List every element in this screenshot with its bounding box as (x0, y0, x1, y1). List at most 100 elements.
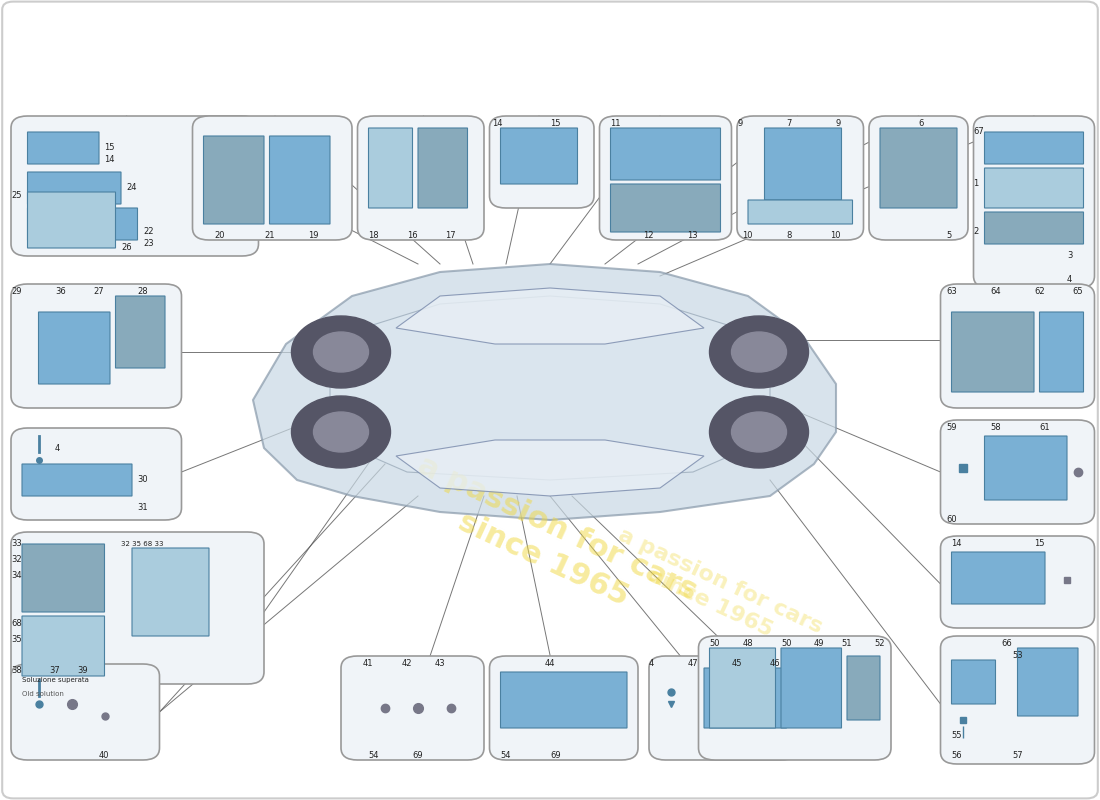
FancyBboxPatch shape (952, 552, 1045, 604)
Text: 51: 51 (842, 639, 852, 649)
FancyBboxPatch shape (28, 192, 115, 248)
Text: 69: 69 (550, 751, 561, 761)
Text: 5: 5 (946, 231, 952, 241)
Text: 65: 65 (1072, 287, 1084, 297)
FancyBboxPatch shape (341, 656, 484, 760)
FancyBboxPatch shape (984, 168, 1084, 208)
FancyBboxPatch shape (11, 664, 159, 760)
Circle shape (314, 332, 369, 372)
FancyBboxPatch shape (358, 116, 484, 240)
FancyBboxPatch shape (940, 636, 1094, 764)
Text: Soluzione superata: Soluzione superata (22, 677, 89, 683)
FancyBboxPatch shape (984, 132, 1084, 164)
Text: 22: 22 (143, 227, 154, 237)
Polygon shape (396, 288, 704, 344)
Text: 57: 57 (1012, 751, 1023, 761)
Text: 49: 49 (814, 639, 825, 649)
Text: 34: 34 (11, 571, 22, 581)
Text: 62: 62 (1034, 287, 1045, 297)
Text: 18: 18 (368, 231, 379, 241)
Text: 28: 28 (138, 287, 148, 297)
Text: 9: 9 (737, 119, 742, 129)
Text: 47: 47 (688, 659, 698, 669)
Text: 15: 15 (1034, 539, 1045, 549)
Text: 50: 50 (781, 639, 792, 649)
FancyBboxPatch shape (22, 464, 132, 496)
FancyBboxPatch shape (737, 116, 864, 240)
FancyBboxPatch shape (22, 616, 104, 676)
Polygon shape (330, 296, 770, 480)
Text: 69: 69 (412, 751, 424, 761)
Text: 29: 29 (11, 287, 22, 297)
Text: 24: 24 (126, 183, 138, 193)
Polygon shape (396, 440, 704, 496)
Text: 38: 38 (11, 666, 22, 675)
Text: 25: 25 (11, 191, 22, 201)
Circle shape (732, 412, 786, 452)
FancyBboxPatch shape (869, 116, 968, 240)
Text: 41: 41 (363, 659, 374, 669)
FancyBboxPatch shape (11, 284, 182, 408)
Text: 7: 7 (786, 119, 792, 129)
FancyBboxPatch shape (28, 172, 121, 204)
FancyBboxPatch shape (490, 656, 638, 760)
FancyBboxPatch shape (116, 296, 165, 368)
FancyBboxPatch shape (490, 116, 594, 208)
FancyBboxPatch shape (270, 136, 330, 224)
FancyBboxPatch shape (418, 128, 468, 208)
Text: 27: 27 (94, 287, 104, 297)
Text: 48: 48 (742, 639, 754, 649)
Text: 56: 56 (952, 751, 962, 761)
Circle shape (292, 316, 390, 388)
Text: a passion for cars
since 1965: a passion for cars since 1965 (398, 451, 702, 637)
FancyBboxPatch shape (952, 660, 996, 704)
Text: 52: 52 (874, 639, 886, 649)
FancyBboxPatch shape (974, 116, 1094, 288)
FancyBboxPatch shape (984, 436, 1067, 500)
Text: 17: 17 (446, 231, 456, 241)
Text: 15: 15 (550, 119, 561, 129)
FancyBboxPatch shape (28, 208, 138, 240)
FancyBboxPatch shape (847, 656, 880, 720)
FancyBboxPatch shape (748, 200, 852, 224)
Text: 2: 2 (974, 227, 979, 237)
Circle shape (710, 396, 808, 468)
FancyBboxPatch shape (704, 668, 786, 728)
Text: 10: 10 (830, 231, 842, 241)
Text: 60: 60 (946, 515, 957, 525)
FancyBboxPatch shape (880, 128, 957, 208)
FancyBboxPatch shape (710, 648, 776, 728)
Text: 35: 35 (11, 635, 22, 645)
FancyBboxPatch shape (600, 116, 732, 240)
Text: 44: 44 (544, 659, 556, 669)
Text: 1: 1 (974, 179, 979, 189)
FancyBboxPatch shape (940, 284, 1094, 408)
Text: 37: 37 (50, 666, 60, 675)
Text: 19: 19 (308, 231, 319, 241)
Text: 14: 14 (492, 119, 503, 129)
Text: 66: 66 (1001, 639, 1012, 649)
Text: 26: 26 (121, 243, 132, 253)
Text: 15: 15 (104, 143, 116, 153)
Text: 45: 45 (732, 659, 742, 669)
Text: 3: 3 (1067, 251, 1072, 261)
FancyBboxPatch shape (764, 128, 842, 200)
FancyBboxPatch shape (204, 136, 264, 224)
Text: 43: 43 (434, 659, 446, 669)
FancyBboxPatch shape (11, 116, 258, 256)
FancyBboxPatch shape (368, 128, 412, 208)
Text: 42: 42 (402, 659, 412, 669)
FancyBboxPatch shape (698, 636, 891, 760)
Circle shape (292, 396, 390, 468)
Text: 4: 4 (1067, 275, 1072, 285)
Text: 64: 64 (990, 287, 1001, 297)
FancyBboxPatch shape (11, 532, 264, 684)
Text: 32 35 68 33: 32 35 68 33 (121, 541, 164, 547)
Text: 20: 20 (214, 231, 225, 241)
Text: 58: 58 (990, 423, 1001, 433)
Text: 31: 31 (138, 503, 148, 513)
Text: 4: 4 (55, 443, 60, 453)
FancyBboxPatch shape (610, 128, 720, 180)
Circle shape (710, 316, 808, 388)
Text: 63: 63 (946, 287, 957, 297)
